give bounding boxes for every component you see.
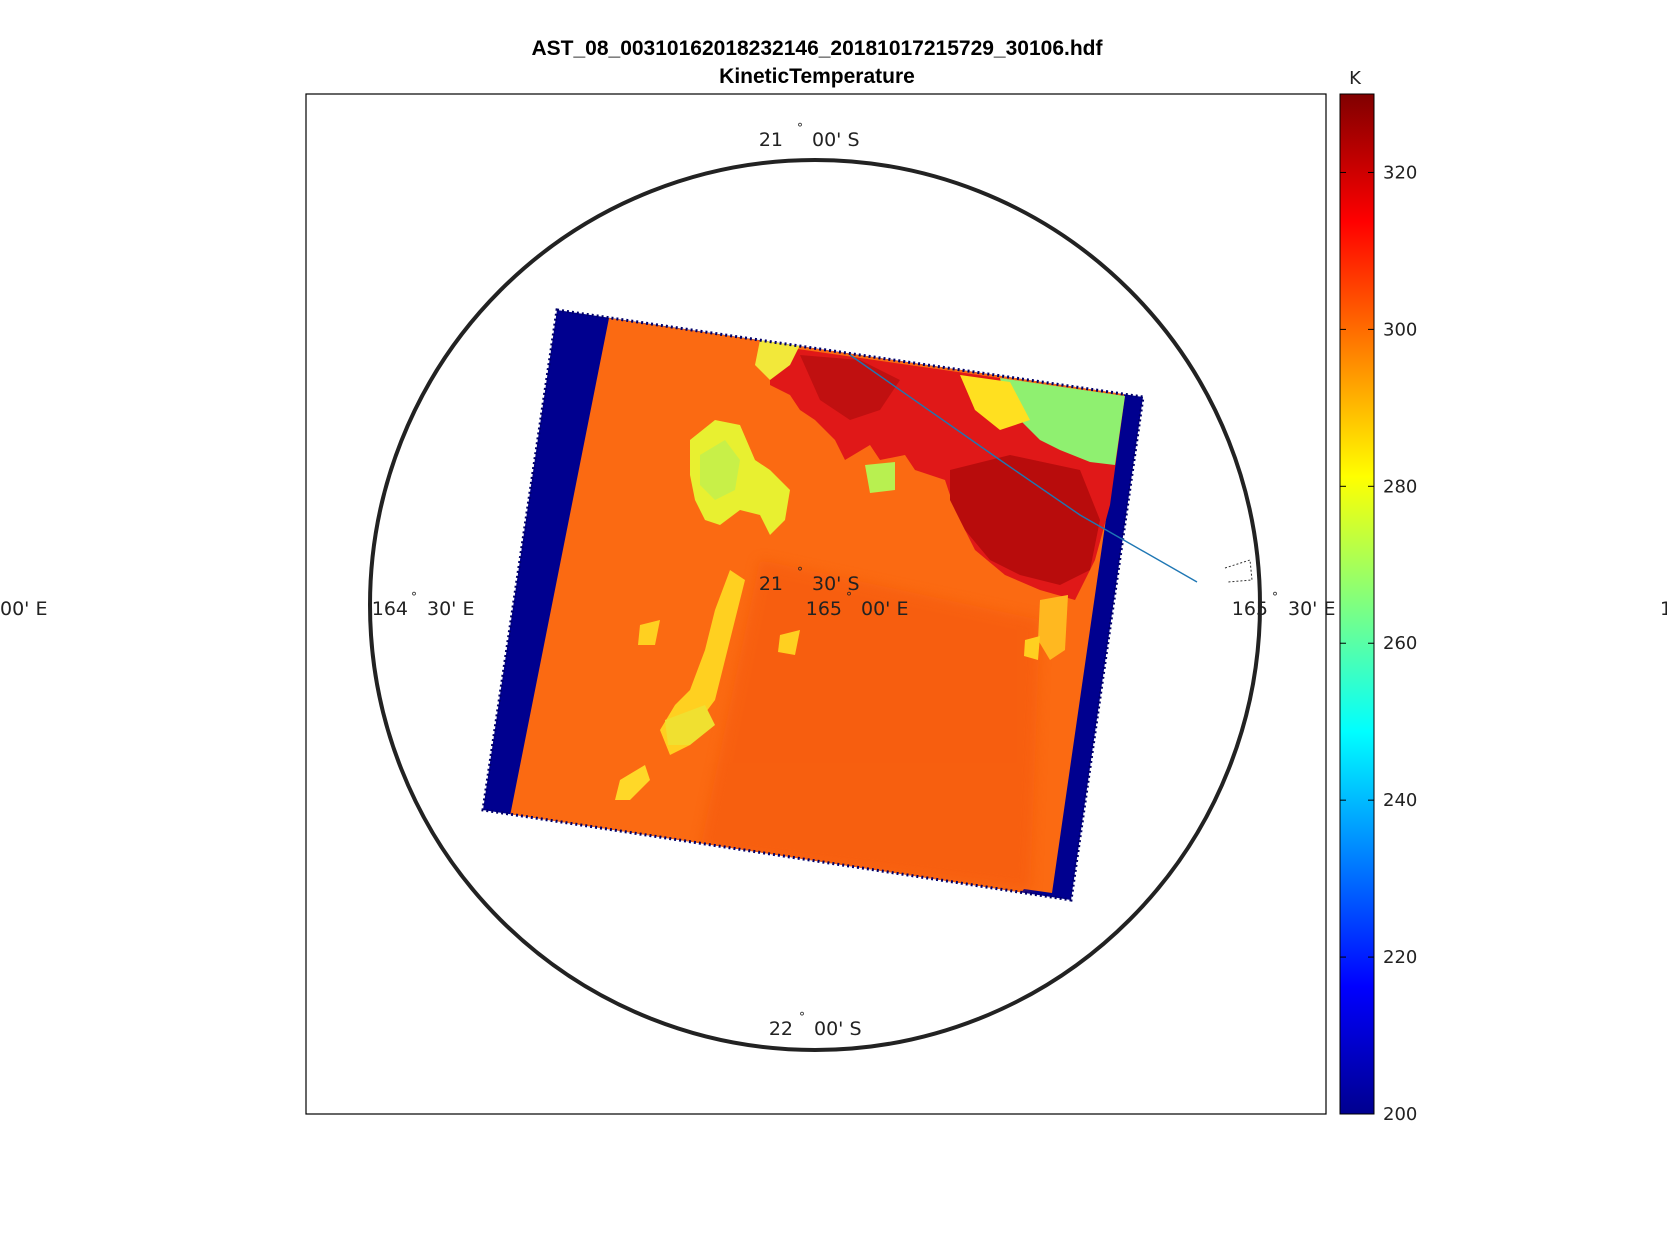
colorbar-ticks: 200 220 240 260 280 300 320 <box>1340 162 1417 1125</box>
colorbar-tick-label: 320 <box>1383 162 1417 183</box>
map-title: AST_08_00310162018232146_20181017215729_… <box>531 37 1103 60</box>
land-warm-patch <box>800 355 900 420</box>
cloud-north-east-fringe <box>960 375 1030 430</box>
label-center-lat-deg: 21 <box>759 573 783 595</box>
label-center-lon-min: 00' E <box>861 598 908 620</box>
cloud-mid-north <box>865 462 895 493</box>
label-right-lon-min: 30' E <box>1288 598 1335 620</box>
label-center-lon-deg: 165 <box>806 598 842 620</box>
cloud-small-center <box>778 630 800 655</box>
colorbar-tick-label: 280 <box>1383 476 1417 497</box>
colorbar-tick-label: 260 <box>1383 633 1417 654</box>
cloud-south-west <box>615 765 650 800</box>
axes-frame <box>305 93 1327 1115</box>
label-bottom-lat: 22 ° 00' S <box>769 1010 862 1040</box>
colorbar-gradient <box>1339 93 1375 1115</box>
label-far-right-fragment: 1 <box>1660 598 1667 620</box>
label-top-lat-deg: 21 <box>759 129 783 151</box>
label-right-lon-deg: 165 <box>1232 598 1268 620</box>
cloud-west-core <box>700 440 740 500</box>
cloud-north-east <box>1000 378 1125 465</box>
label-center-lat: 21 ° 30' S <box>759 565 860 595</box>
label-left-lon-deg: 164 <box>372 598 408 620</box>
label-bottom-lat-min: 00' S <box>814 1018 862 1040</box>
colorbar-tick-label: 200 <box>1383 1104 1417 1125</box>
degree-symbol: ° <box>797 565 803 579</box>
map-boundary-circle <box>368 158 1262 1052</box>
label-left-lon-min: 30' E <box>427 598 474 620</box>
label-top-lat-min: 00' S <box>812 129 860 151</box>
label-far-left-fragment: 00' E <box>0 598 47 620</box>
coastline <box>849 354 1198 583</box>
label-left-lon: 164 ° 30' E <box>372 590 475 620</box>
degree-symbol: ° <box>846 590 852 604</box>
map-subtitle: KineticTemperature <box>719 65 915 88</box>
label-center-lat-min: 30' S <box>812 573 860 595</box>
land-hottest-region <box>950 455 1100 585</box>
swath-outline <box>481 308 1145 902</box>
cloud-north <box>755 340 800 380</box>
colorbar-tick-label: 300 <box>1383 319 1417 340</box>
label-top-lat: 21 ° 00' S <box>759 121 860 151</box>
cloud-east-small <box>1024 636 1040 660</box>
cloud-east-coast <box>1038 595 1068 660</box>
degree-symbol: ° <box>411 590 417 604</box>
degree-symbol: ° <box>1272 590 1278 604</box>
label-center-lon: 165 ° 00' E <box>806 590 909 620</box>
data-swath <box>481 308 1145 902</box>
cloud-south-patch <box>665 705 715 745</box>
cloud-small-west <box>638 620 660 645</box>
colorbar-tick-label: 240 <box>1383 790 1417 811</box>
colorbar-unit: K <box>1349 68 1362 89</box>
colorbar: K 200 220 240 260 280 300 320 <box>1339 68 1417 1125</box>
label-right-lon: 165 ° 30' E <box>1232 590 1336 620</box>
label-bottom-lat-deg: 22 <box>769 1018 793 1040</box>
island-outline <box>1224 559 1253 583</box>
colorbar-tick-label: 220 <box>1383 947 1417 968</box>
degree-symbol: ° <box>797 121 803 135</box>
cloud-south-streak <box>660 570 745 755</box>
degree-symbol: ° <box>799 1010 805 1024</box>
